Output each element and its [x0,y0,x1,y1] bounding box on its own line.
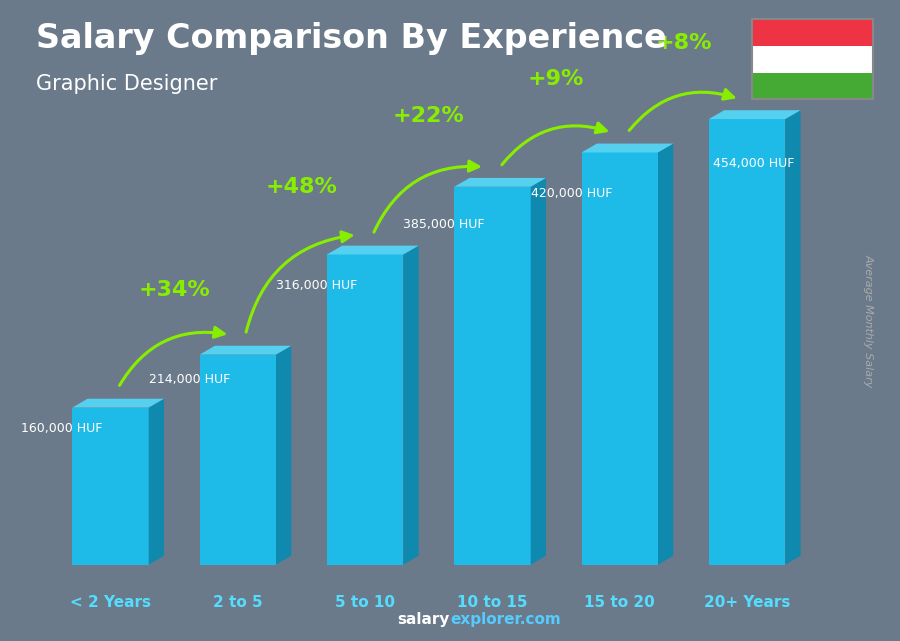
Text: +48%: +48% [266,177,338,197]
Text: 316,000 HUF: 316,000 HUF [276,279,357,292]
Polygon shape [531,178,546,565]
Text: 160,000 HUF: 160,000 HUF [22,422,103,435]
Polygon shape [403,246,418,565]
Text: Salary Comparison By Experience: Salary Comparison By Experience [36,22,667,55]
Polygon shape [200,345,292,354]
Text: salary: salary [398,612,450,627]
Text: 10 to 15: 10 to 15 [457,595,527,610]
Text: +22%: +22% [393,106,464,126]
Polygon shape [72,399,164,408]
Polygon shape [148,399,164,565]
Text: 385,000 HUF: 385,000 HUF [403,218,485,231]
Bar [752,46,873,72]
Text: < 2 Years: < 2 Years [70,595,151,610]
Text: 15 to 20: 15 to 20 [584,595,655,610]
Text: 2 to 5: 2 to 5 [213,595,263,610]
Bar [752,19,873,46]
Text: +8%: +8% [655,33,712,53]
Text: +9%: +9% [528,69,584,89]
Polygon shape [786,110,801,565]
Bar [709,119,786,565]
Text: Graphic Designer: Graphic Designer [36,74,218,94]
Text: Average Monthly Salary: Average Monthly Salary [863,254,874,387]
Text: 20+ Years: 20+ Years [704,595,790,610]
Bar [327,254,403,565]
Text: +34%: +34% [139,279,210,299]
Polygon shape [276,345,292,565]
Text: 420,000 HUF: 420,000 HUF [531,187,612,200]
Text: 454,000 HUF: 454,000 HUF [713,157,794,170]
Bar [72,408,148,565]
Text: 5 to 10: 5 to 10 [335,595,395,610]
Polygon shape [581,144,673,153]
Bar [581,153,658,565]
Text: 214,000 HUF: 214,000 HUF [148,373,230,387]
Polygon shape [454,178,546,187]
Bar [200,354,276,565]
Polygon shape [327,246,418,254]
Bar [752,72,873,99]
Text: explorer.com: explorer.com [450,612,561,627]
Bar [454,187,531,565]
Polygon shape [658,144,673,565]
Polygon shape [709,110,801,119]
